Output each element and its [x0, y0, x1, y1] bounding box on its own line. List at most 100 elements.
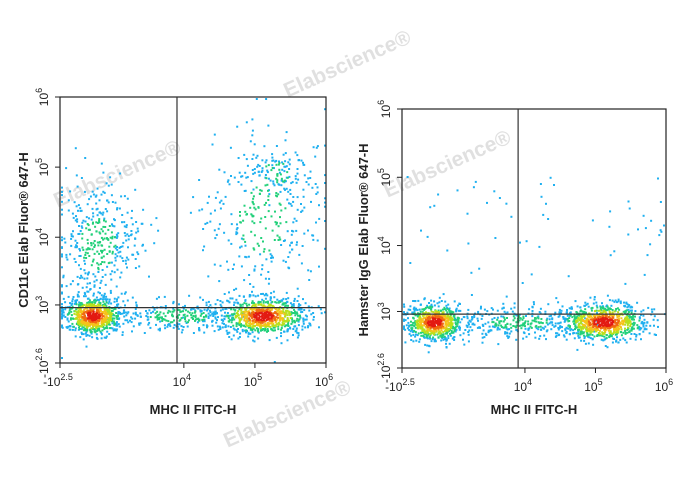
scatter-point [104, 232, 107, 235]
scatter-point [124, 311, 127, 314]
scatter-point [324, 220, 326, 222]
scatter-point [418, 316, 421, 319]
scatter-point [619, 302, 622, 305]
scatter-point [586, 323, 589, 326]
scatter-point [244, 320, 247, 323]
scatter-point [249, 140, 252, 143]
scatter-point [80, 331, 83, 334]
scatter-point [243, 311, 246, 313]
scatter-point [584, 308, 587, 311]
scatter-point [99, 313, 102, 316]
scatter-point [569, 312, 572, 315]
scatter-point [77, 316, 80, 319]
scatter-point [141, 244, 144, 247]
scatter-point [209, 212, 212, 215]
scatter-point [433, 322, 436, 325]
scatter-point [254, 329, 257, 332]
scatter-point [61, 307, 63, 310]
scatter-point [77, 291, 80, 294]
scatter-point [283, 179, 286, 182]
scatter-point [99, 302, 102, 305]
scatter-point [198, 327, 201, 329]
scatter-point [203, 331, 206, 334]
scatter-point [597, 316, 599, 319]
scatter-point [224, 315, 227, 318]
scatter-point [596, 306, 599, 309]
scatter-point [227, 179, 230, 182]
scatter-point [411, 327, 414, 330]
scatter-point [240, 183, 243, 186]
scatter-point [88, 310, 91, 313]
scatter-point [512, 319, 515, 322]
scatter-point [283, 170, 286, 173]
scatter-point [111, 235, 114, 238]
scatter-point [214, 316, 217, 319]
scatter-point [252, 215, 255, 218]
scatter-point [300, 311, 303, 314]
scatter-point [597, 314, 600, 317]
scatter-point [75, 313, 78, 316]
scatter-point [597, 309, 600, 312]
scatter-point [61, 357, 63, 359]
scatter-point [131, 223, 134, 226]
scatter-point [619, 323, 621, 325]
scatter-point [314, 183, 317, 185]
scatter-point [173, 324, 176, 326]
scatter-point [123, 221, 126, 224]
scatter-point [539, 307, 542, 310]
scatter-point [428, 333, 431, 335]
scatter-point [554, 325, 557, 327]
scatter-point [111, 270, 114, 273]
scatter-point [593, 322, 596, 325]
scatter-point [589, 313, 592, 316]
scatter-point [156, 318, 159, 321]
scatter-point [268, 317, 271, 320]
scatter-point [123, 315, 126, 318]
scatter-point [453, 326, 456, 329]
scatter-point [76, 275, 79, 278]
scatter-point [251, 134, 254, 137]
scatter-point [119, 255, 122, 258]
scatter-point [278, 236, 281, 239]
scatter-point [104, 327, 107, 329]
scatter-point [288, 312, 291, 315]
scatter-point [268, 204, 271, 207]
scatter-point [83, 313, 86, 316]
scatter-point [265, 201, 267, 204]
scatter-point [640, 313, 642, 316]
scatter-point [602, 317, 605, 320]
scatter-point [480, 305, 482, 308]
scatter-point [324, 182, 326, 184]
scatter-point [126, 299, 129, 302]
scatter-point [546, 329, 549, 332]
scatter-point [102, 322, 105, 325]
scatter-point [610, 321, 613, 324]
scatter-point [595, 301, 598, 304]
scatter-point [522, 315, 525, 318]
scatter-point [479, 307, 482, 310]
scatter-point [574, 300, 577, 303]
scatter-point [105, 295, 108, 298]
scatter-point [307, 325, 310, 328]
scatter-point [108, 309, 111, 312]
scatter-point [78, 301, 81, 304]
scatter-point [456, 318, 459, 321]
scatter-point [548, 318, 551, 321]
scatter-point [80, 209, 83, 212]
scatter-point [580, 330, 583, 333]
scatter-point [76, 314, 79, 317]
scatter-point [262, 240, 264, 243]
scatter-point [193, 311, 196, 314]
scatter-point [233, 176, 236, 179]
scatter-point [416, 327, 419, 330]
scatter-point [265, 177, 268, 180]
scatter-point [237, 157, 240, 159]
scatter-point [148, 321, 151, 324]
scatter-point [163, 318, 166, 321]
scatter-point [456, 322, 459, 325]
scatter-point [86, 318, 89, 321]
scatter-point [438, 330, 441, 333]
scatter-point [643, 318, 646, 321]
scatter-point [113, 328, 116, 331]
